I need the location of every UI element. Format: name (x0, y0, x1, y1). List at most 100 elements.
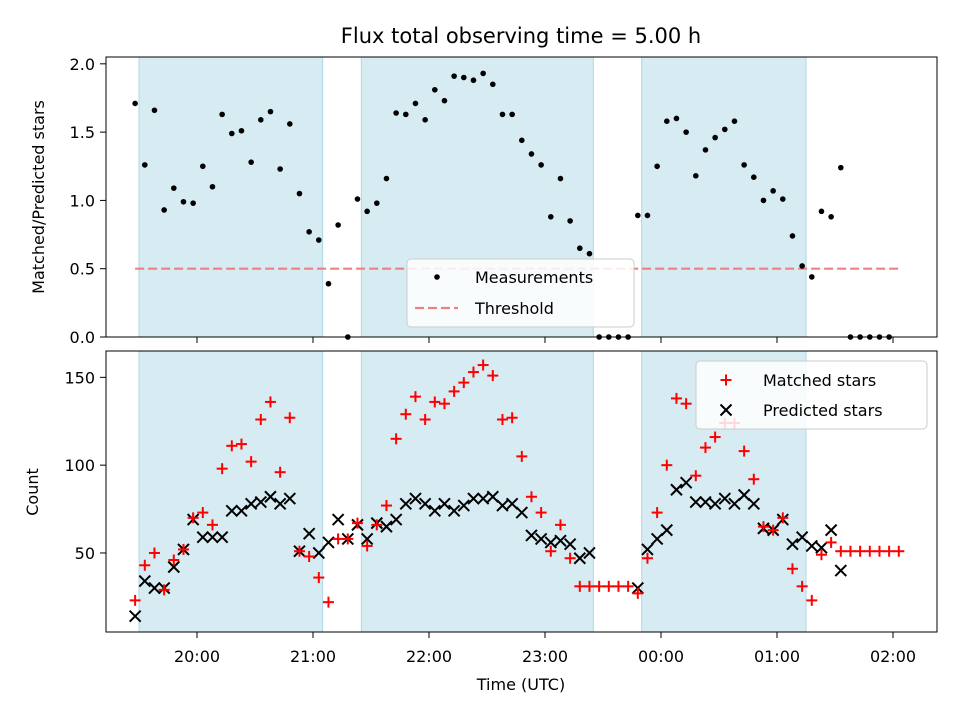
measurement-point (142, 162, 148, 168)
measurement-point (538, 162, 544, 168)
matched-star-point (264, 396, 276, 408)
matched-star-point (786, 563, 798, 575)
matched-star-point (390, 433, 402, 445)
measurement-point (693, 173, 699, 179)
matched-star-point (332, 533, 344, 545)
measurement-point (519, 137, 525, 144)
matched-star-point (854, 545, 866, 557)
top-y-tick-label: 0.0 (70, 328, 95, 347)
predicted-star-point (641, 543, 654, 556)
matched-star-point (583, 580, 595, 592)
matched-star-point (825, 536, 837, 548)
matched-star-point (525, 491, 537, 503)
measurement-point (132, 100, 138, 107)
bottom-axes-frame (105, 350, 938, 633)
matched-star-point (448, 385, 460, 397)
matched-star-point (506, 412, 518, 424)
matched-star-point (709, 431, 721, 443)
matched-star-point (216, 463, 228, 475)
bottom-legend: Matched stars Predicted stars (695, 360, 928, 430)
predicted-star-point (573, 552, 587, 565)
top-y-tick-label: 0.5 (70, 260, 95, 279)
top-legend: Measurements Threshold (406, 258, 635, 328)
matched-star-point (158, 584, 170, 596)
matched-star-point (603, 580, 615, 592)
measurement-point (577, 245, 583, 252)
measurement-point (325, 280, 332, 287)
predicted-star-point (360, 532, 374, 546)
top-axes-frame (105, 56, 938, 338)
predicted-star-point (670, 483, 683, 496)
matched-star-point (545, 545, 557, 557)
predicted-star-point (718, 492, 732, 505)
predicted-star-point (496, 499, 509, 512)
matched-star-point (139, 559, 151, 571)
predicted-star-point (138, 574, 152, 588)
x-tick-label: 02:00 (870, 647, 916, 666)
matched-star-point (670, 392, 682, 404)
predicted-star-point (689, 495, 703, 509)
top-y-tick-label: 1.5 (70, 123, 95, 142)
matched-star-point (197, 507, 209, 519)
measurement-point (161, 207, 167, 213)
predicted-star-point (148, 581, 161, 595)
measurement-point (432, 86, 438, 93)
predicted-star-point (824, 523, 838, 537)
matched-star-point (351, 517, 363, 529)
predicted-star-point (380, 520, 393, 533)
matched-star-point (622, 580, 634, 592)
matched-star-point (293, 545, 305, 557)
predicted-star-point (563, 537, 577, 551)
x-tick-label: 20:00 (174, 647, 220, 666)
measurement-point (809, 274, 815, 280)
predicted-star-point (273, 497, 287, 511)
predicted-star-point (206, 530, 219, 544)
matched-star-point (516, 450, 528, 462)
measurement-point (354, 196, 361, 202)
measurement-point (712, 134, 718, 141)
bottom-y-tick-label: 150 (64, 368, 95, 387)
measurement-points-layer (132, 70, 892, 340)
measurement-point (258, 117, 264, 123)
measurement-point (248, 159, 254, 165)
matched-star-point (206, 519, 218, 531)
matched-star-point (467, 366, 479, 378)
predicted-star-point (544, 536, 558, 549)
predicted-star-point (302, 527, 316, 540)
x-tick-label: 00:00 (638, 647, 684, 666)
bottom-x-ticks: 20:00 21:00 22:00 23:00 00:00 01:00 02:00 (174, 632, 916, 666)
predicted-star-point (254, 495, 268, 509)
measurement-point (451, 73, 457, 79)
predicted-star-point (389, 513, 403, 526)
legend-matched-label: Matched stars (763, 371, 876, 390)
bottom-shaded-interval (360, 350, 594, 633)
matched-star-point (409, 391, 421, 403)
measurement-point (780, 196, 786, 202)
measurement-point (770, 188, 776, 194)
matched-star-point (235, 438, 247, 450)
predicted-star-point (525, 529, 538, 542)
top-shaded-interval (138, 56, 324, 338)
predicted-star-point (283, 492, 297, 505)
predicted-star-point (244, 497, 258, 511)
x-tick-label: 23:00 (522, 647, 568, 666)
predicted-star-point (167, 560, 181, 574)
top-y-ticks: 0.0 0.5 1.0 1.5 2.0 (70, 55, 106, 347)
measurement-point (664, 118, 670, 124)
measurement-point (277, 166, 283, 172)
legend-predicted-marker (719, 403, 733, 417)
measurement-point (702, 147, 709, 153)
predicted-star-point (737, 488, 751, 502)
predicted-star-point (554, 534, 567, 547)
measurement-point (151, 107, 158, 114)
measurement-point (316, 237, 322, 243)
measurement-point (190, 200, 196, 206)
legend-matched-marker (720, 374, 732, 386)
measurement-point (238, 127, 245, 134)
predicted-star-point (322, 536, 335, 549)
matched-star-point (873, 545, 885, 557)
top-y-tick-label: 2.0 (70, 55, 95, 74)
measurement-point (722, 126, 728, 133)
predicted-star-point (428, 504, 442, 518)
